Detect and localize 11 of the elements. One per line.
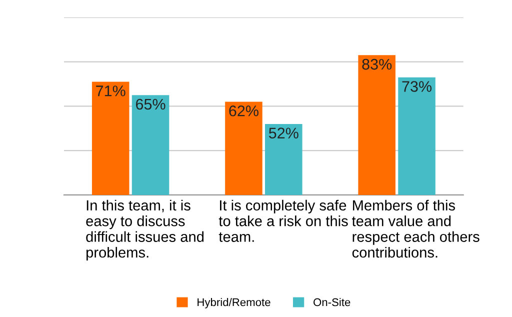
data-label: 83%: [362, 58, 392, 70]
data-label: 62%: [229, 105, 258, 116]
legend-label: Hybrid/Remote: [198, 298, 270, 308]
legend-label: On-Site: [314, 298, 350, 306]
x-tick-label: Members of this team value and respect each others contributions.: [352, 200, 480, 258]
data-label: 71%: [96, 86, 126, 96]
data-label: 65%: [136, 98, 166, 110]
data-label: 73%: [402, 81, 432, 92]
x-tick-label: It is completely safe to take a risk on this team.: [218, 200, 348, 242]
data-label: 52%: [268, 128, 298, 138]
x-tick-label: In this team, it is easy to discuss difficult issues and problems.: [86, 200, 204, 261]
